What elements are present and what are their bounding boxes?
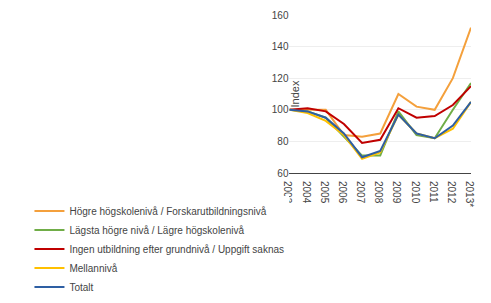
svg-text:2006: 2006 — [337, 181, 348, 204]
svg-text:140: 140 — [272, 41, 289, 52]
svg-text:2007: 2007 — [355, 181, 366, 204]
svg-text:2004: 2004 — [301, 181, 312, 204]
svg-text:60: 60 — [277, 168, 289, 179]
svg-text:80: 80 — [277, 136, 289, 147]
svg-text:2009: 2009 — [391, 181, 402, 204]
svg-text:Index: Index — [289, 80, 301, 107]
svg-text:2011: 2011 — [428, 181, 439, 203]
svg-text:2013*: 2013* — [464, 181, 475, 207]
svg-text:Lägsta högre nivå / Lägre högs: Lägsta högre nivå / Lägre högskolenivå — [69, 225, 244, 236]
svg-text:Högre högskolenivå / Forskarut: Högre högskolenivå / Forskarutbildningsn… — [69, 206, 266, 217]
svg-text:Ingen utbildning efter grundni: Ingen utbildning efter grundnivå / Uppgi… — [69, 244, 284, 255]
svg-text:2008: 2008 — [373, 181, 384, 204]
svg-text:120: 120 — [272, 73, 289, 84]
svg-text:100: 100 — [272, 104, 289, 115]
svg-text:160: 160 — [272, 10, 289, 21]
svg-text:Mellannivå: Mellannivå — [69, 263, 117, 274]
svg-text:2003: 2003 — [282, 181, 294, 204]
svg-text:2010: 2010 — [410, 181, 421, 204]
svg-text:Totalt: Totalt — [69, 282, 93, 293]
svg-text:2005: 2005 — [319, 181, 330, 204]
svg-text:2012: 2012 — [446, 181, 457, 204]
